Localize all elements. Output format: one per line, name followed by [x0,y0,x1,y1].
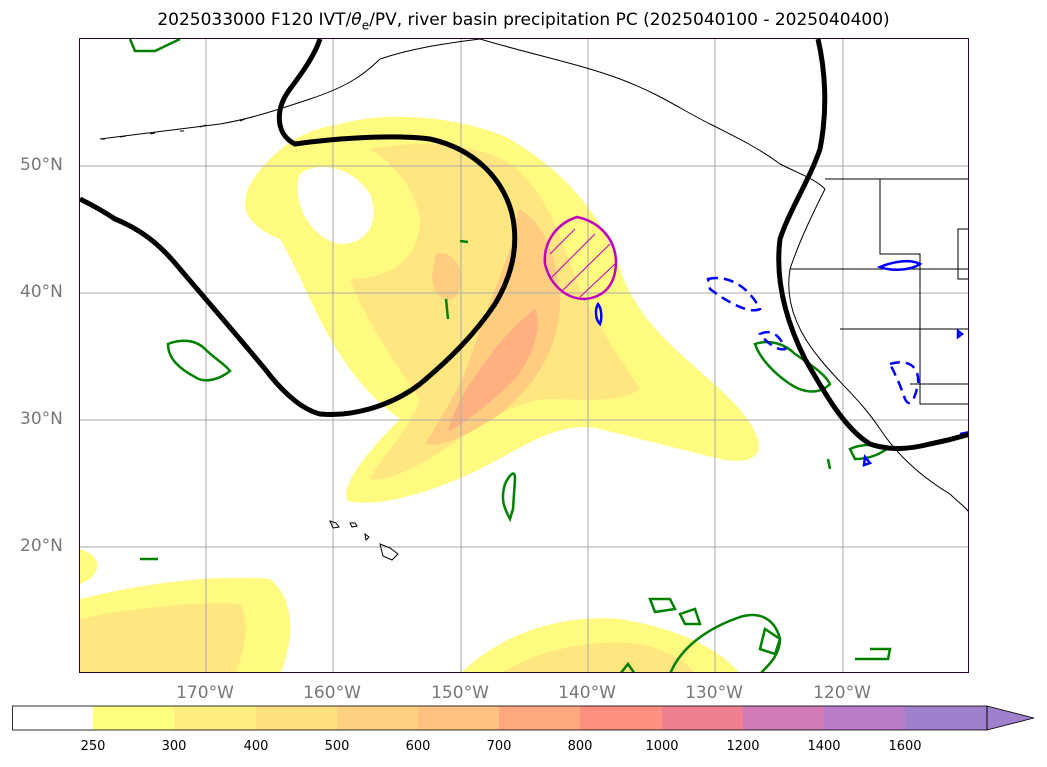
colorbar-tick: 600 [405,739,431,754]
colorbar-cell [580,706,662,730]
ivt-south-inner-region [80,603,246,672]
colorbar-extend-arrow [986,705,1035,731]
hawaii-islands [329,520,399,561]
map-title: 2025033000 F120 IVT/θe/PV, river basin p… [157,10,890,33]
colorbar-cells [12,706,987,730]
negative-pc-contours [594,259,968,467]
map-panel [79,38,969,673]
state-border-3 [840,328,968,405]
ivt-shading [80,116,759,672]
lat-label-40: 40°N [20,282,63,302]
colorbar-cell [12,706,93,730]
colorbar-cell [256,706,337,730]
positive-pc-contours [128,39,894,672]
lon-label-130w: 130°W [685,683,743,703]
colorbar-tick: 700 [486,739,512,754]
region-box [957,228,968,280]
graticule [80,39,968,672]
map-canvas [80,39,968,672]
alaska-coast-east [479,39,826,190]
aleutian-islands [100,118,246,140]
ivt-max-region [448,309,538,431]
colorbar-cell [174,706,256,730]
ivt-southeast-inner-region [503,642,694,672]
colorbar-cell [93,706,174,730]
colorbar-cell [337,706,418,730]
colorbar-tick: 1000 [645,739,679,754]
lon-label-120w: 120°W [813,683,871,703]
colorbar-cell [743,706,824,730]
colorbar-cell [905,706,987,730]
colorbar-tick: 1200 [726,739,760,754]
colorbar-tick: 300 [161,739,187,754]
colorbar-cell [662,706,743,730]
coastlines [99,39,968,561]
lat-label-50: 50°N [20,155,63,175]
lon-label-140w: 140°W [558,683,616,703]
colorbar [12,705,1035,731]
pv-contour [80,39,968,451]
colorbar-outline [12,705,988,731]
high-pc-region [543,215,618,301]
colorbar-cell [499,706,580,730]
lat-label-30: 30°N [20,409,63,429]
colorbar-tick: 800 [567,739,593,754]
colorbar-tick: 500 [324,739,350,754]
ivt-dark-region [425,209,560,445]
colorbar-tick: 250 [80,739,106,754]
colorbar-cell [418,706,499,730]
colorbar-tick: 1600 [888,739,922,754]
colorbar-tick: 400 [243,739,269,754]
alaska-coastline [99,39,481,140]
lon-label-150w: 150°W [431,683,489,703]
lon-label-170w: 170°W [176,683,234,703]
colorbar-tick: 1400 [807,739,841,754]
lat-label-20: 20°N [20,536,63,556]
north-america-west-coast [788,188,968,512]
state-border-1 [879,179,968,330]
lon-label-160w: 160°W [303,683,361,703]
colorbar-cell [824,706,905,730]
